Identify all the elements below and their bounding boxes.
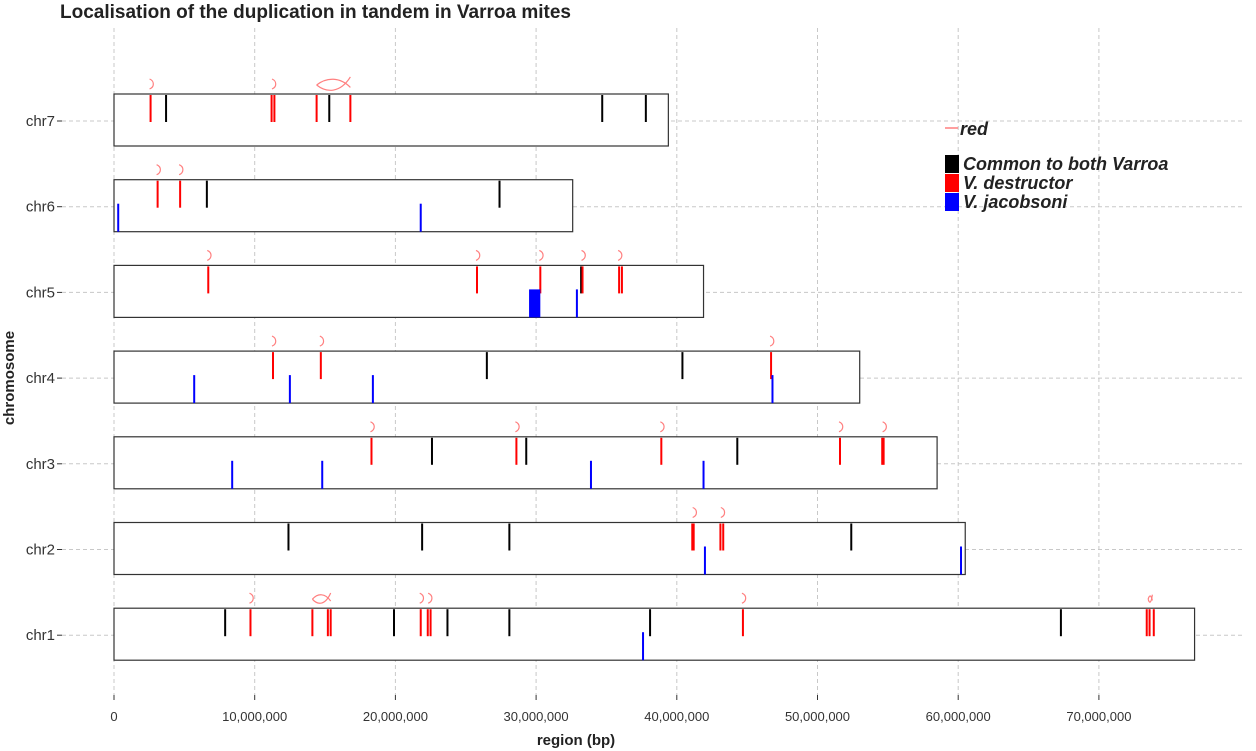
duplication-arc (316, 78, 351, 88)
chromosome-box (113, 179, 574, 233)
y-tick-label: chr2 (26, 542, 55, 559)
y-tick-label: chr6 (26, 199, 55, 216)
duplication-arc (660, 421, 665, 433)
y-tick-label: chr1 (26, 627, 55, 644)
x-axis-label: region (bp) (537, 732, 615, 749)
duplication-arc (1147, 594, 1153, 603)
legend-key-destructor (945, 174, 959, 192)
x-tick-label: 30,000,000 (504, 709, 569, 724)
y-axis-label: chromosome (1, 331, 18, 425)
duplication-arc (769, 335, 775, 347)
x-tick-label: 0 (110, 709, 117, 724)
x-tick-label: 70,000,000 (1066, 709, 1131, 724)
duplication-arc (475, 249, 481, 261)
duplication-arc (149, 78, 154, 90)
y-tick-label: chr4 (26, 370, 55, 387)
x-tick-label: 20,000,000 (363, 709, 428, 724)
chromosome-box (113, 607, 1196, 661)
chromosome-box (113, 521, 966, 576)
y-tick-label: chr7 (26, 113, 55, 130)
legend-label-jacobsoni: V. jacobsoni (963, 192, 1068, 212)
legend-label-arc: red (960, 119, 989, 139)
duplication-arc (206, 249, 212, 261)
duplication-arc (515, 421, 520, 433)
chromosome-box (113, 93, 669, 147)
duplication-arc (319, 335, 325, 347)
duplication-arc (271, 335, 277, 347)
duplication-arc (692, 506, 698, 519)
duplication-arc (720, 506, 726, 519)
y-tick-label: chr3 (26, 456, 55, 473)
duplication-arc (311, 594, 332, 602)
duplication-arc (1147, 595, 1153, 601)
jacobsoni-mark-block (529, 289, 541, 318)
duplication-arc (581, 249, 586, 261)
x-tick-label: 60,000,000 (926, 709, 991, 724)
duplication-arc (539, 249, 544, 261)
duplication-arc (419, 592, 425, 604)
duplication-arc (741, 592, 747, 604)
duplication-arc (249, 592, 254, 604)
y-tick-label: chr5 (26, 284, 55, 301)
duplication-arc (271, 78, 277, 90)
legend-label-destructor: V. destructor (963, 173, 1073, 193)
duplication-arc (311, 592, 332, 604)
duplication-arc (370, 421, 375, 433)
duplication-arc (156, 164, 161, 176)
legend-label-common: Common to both Varroa (963, 154, 1168, 174)
x-tick-label: 10,000,000 (222, 709, 287, 724)
x-tick-label: 40,000,000 (644, 709, 709, 724)
x-tick-label: 50,000,000 (785, 709, 850, 724)
chromosome-box (113, 264, 705, 318)
duplication-arc (617, 249, 623, 261)
duplication-arc (882, 421, 887, 433)
legend-key-jacobsoni (945, 193, 959, 211)
legend-key-common (945, 155, 959, 173)
duplication-arc (427, 592, 433, 604)
duplication-arc (316, 76, 351, 91)
duplication-arc (178, 164, 184, 176)
duplication-arc (838, 421, 844, 433)
chart-title: Localisation of the duplication in tande… (60, 2, 571, 23)
